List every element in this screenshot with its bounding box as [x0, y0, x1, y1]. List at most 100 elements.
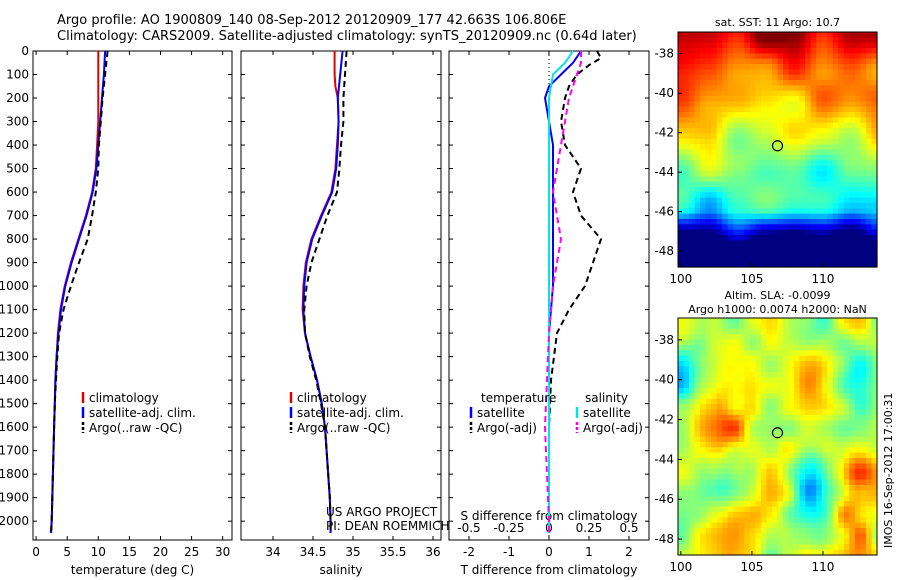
map-cell [843, 165, 850, 172]
map-cell [766, 213, 773, 220]
map-cell [694, 229, 701, 236]
map-cell [821, 490, 828, 497]
map-cell [860, 431, 867, 438]
map-cell [694, 441, 701, 448]
map-cell [766, 377, 773, 384]
map-cell [683, 339, 690, 346]
map-cell [805, 468, 812, 475]
map-cell [744, 404, 751, 411]
map-cell [749, 511, 756, 518]
map-cell [777, 261, 784, 268]
map-cell [827, 414, 834, 421]
map-cell [827, 250, 834, 257]
map-cell [783, 447, 790, 454]
map-cell [794, 58, 801, 65]
map-cell [838, 344, 845, 351]
map-cell [810, 495, 817, 502]
map-cell [766, 256, 773, 263]
map-cell [738, 522, 745, 529]
map-cell [832, 538, 839, 545]
map-cell [771, 328, 779, 335]
map-cell [805, 382, 812, 389]
map-cell [838, 431, 845, 438]
map-cell [716, 106, 723, 113]
map-cell [854, 361, 862, 368]
map-cell [683, 48, 690, 54]
map-cell [755, 90, 762, 97]
map-cell [733, 549, 740, 556]
map-cell [722, 517, 729, 524]
map-cell [716, 328, 723, 335]
map-cell [788, 229, 795, 236]
map-cell [678, 90, 685, 97]
map-cell [711, 58, 718, 65]
map-cell [749, 528, 756, 535]
map-cell [777, 538, 784, 545]
map-cell [838, 229, 845, 236]
map-cell [788, 538, 795, 545]
map-cell [849, 366, 856, 373]
map-cell [711, 202, 718, 209]
map-cell [766, 436, 773, 443]
map-cell [700, 522, 707, 529]
map-cell [755, 425, 762, 432]
map-cell [727, 431, 734, 438]
map-cell [716, 224, 723, 231]
map-cell [810, 245, 817, 252]
map-cell [749, 261, 756, 268]
map-cell [821, 144, 828, 151]
map-cell [694, 74, 701, 81]
map-cell [821, 344, 828, 351]
map-cell [722, 490, 729, 497]
map-cell [794, 53, 801, 60]
map-cell [805, 361, 812, 368]
map-cell [744, 334, 751, 341]
map-cell [838, 420, 845, 427]
map-cell [771, 224, 779, 231]
map-cell [794, 549, 801, 556]
map-cell [854, 181, 862, 188]
map-cell [705, 192, 712, 199]
map-cell [722, 85, 729, 92]
map-cell [744, 533, 751, 540]
map-cell [755, 128, 762, 135]
map-cell [711, 96, 718, 103]
map-cell [849, 511, 856, 518]
map-cell [738, 154, 745, 161]
map-cell [783, 377, 790, 384]
map-cell [783, 240, 790, 247]
map-cell [733, 144, 740, 151]
map-cell [755, 117, 762, 124]
map-cell [727, 202, 734, 209]
map-cell [849, 355, 856, 362]
map-cell [816, 420, 823, 427]
map-cell [755, 256, 762, 263]
map-cell [716, 501, 723, 508]
map-cell [783, 506, 790, 513]
map-cell [738, 42, 745, 49]
map-cell [865, 484, 873, 491]
map-cell [678, 101, 685, 108]
map-cell [821, 431, 828, 438]
map-cell [738, 484, 745, 491]
map-cell [838, 202, 845, 209]
map-cell [843, 414, 850, 421]
map-cell [766, 533, 773, 540]
map-cell [716, 154, 723, 161]
map-cell [722, 474, 729, 481]
map-cell [771, 213, 779, 220]
map-cell [783, 224, 790, 231]
map-cell [694, 474, 701, 481]
map-cell [760, 144, 768, 151]
map-cell [705, 361, 712, 368]
map-cell [788, 431, 795, 438]
map-cell [760, 64, 768, 70]
map-cell [755, 101, 762, 108]
map-cell [805, 165, 812, 172]
map-cell [694, 344, 701, 351]
map-cell [816, 388, 823, 395]
map-cell [827, 328, 834, 335]
map-cell [805, 447, 812, 454]
map-cell [816, 101, 823, 108]
map-cell [849, 42, 856, 49]
